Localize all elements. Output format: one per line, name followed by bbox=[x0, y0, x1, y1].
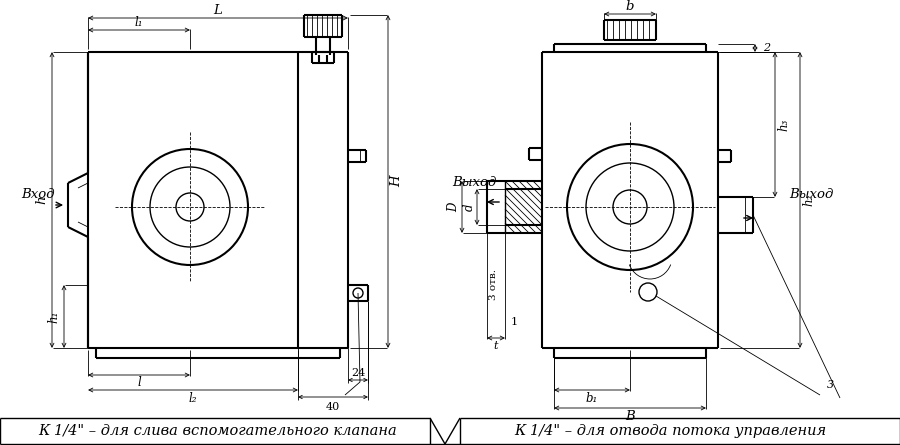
Text: l: l bbox=[137, 376, 141, 389]
Text: b₁: b₁ bbox=[586, 392, 598, 405]
Text: h: h bbox=[35, 196, 49, 204]
Text: h₁: h₁ bbox=[48, 310, 60, 323]
Text: К 1/4" – для слива вспомогательного клапана: К 1/4" – для слива вспомогательного клап… bbox=[39, 424, 398, 438]
Text: d: d bbox=[463, 203, 475, 211]
Text: b: b bbox=[626, 0, 634, 13]
Text: 2: 2 bbox=[763, 43, 770, 53]
Text: 1: 1 bbox=[510, 317, 518, 327]
Text: 24: 24 bbox=[351, 368, 365, 378]
Text: 3: 3 bbox=[826, 380, 833, 390]
Text: 3 отв.: 3 отв. bbox=[489, 270, 498, 300]
Text: 40: 40 bbox=[326, 402, 340, 412]
Text: l₂: l₂ bbox=[189, 392, 197, 405]
Text: К 1/4" – для отвода потока управления: К 1/4" – для отвода потока управления bbox=[514, 424, 826, 438]
Text: H: H bbox=[391, 176, 403, 187]
Text: l₁: l₁ bbox=[135, 16, 143, 29]
Text: h₃: h₃ bbox=[778, 118, 790, 131]
Text: Выход: Выход bbox=[789, 189, 833, 202]
Text: B: B bbox=[626, 409, 634, 422]
Text: h₂: h₂ bbox=[803, 194, 815, 206]
Text: t: t bbox=[494, 341, 499, 351]
Text: Выход: Выход bbox=[452, 177, 496, 190]
Text: D: D bbox=[447, 202, 461, 212]
Text: L: L bbox=[213, 4, 222, 17]
Text: Вход: Вход bbox=[22, 189, 55, 202]
